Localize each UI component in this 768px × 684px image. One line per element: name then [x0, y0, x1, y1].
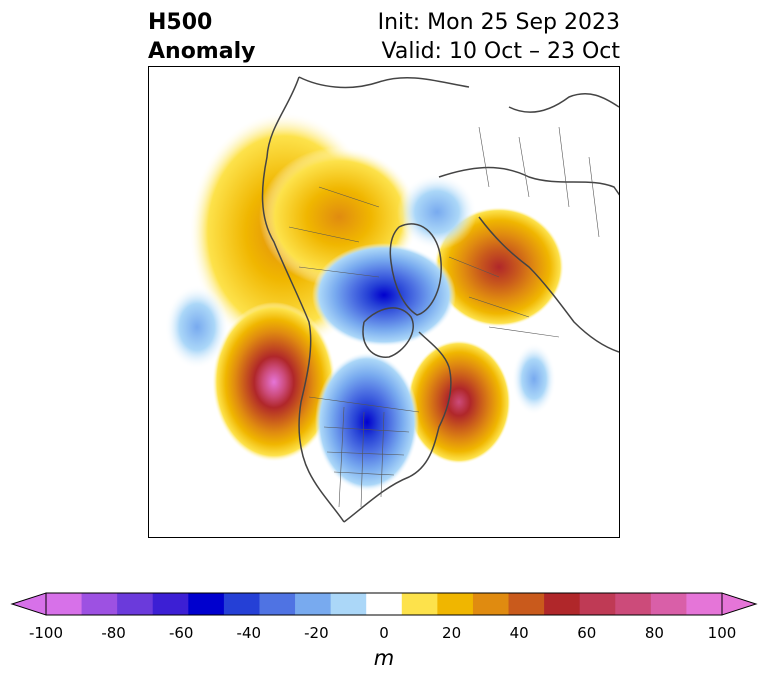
- colorbar-tick-label: 20: [442, 624, 462, 642]
- negative-anomaly-central-us: [315, 352, 419, 492]
- positive-anomaly-northeast-us: [407, 340, 511, 464]
- colorbar-swatch: [81, 593, 118, 615]
- colorbar-ticks: -100 -80 -60 -40 -20 0 20 40 60 80 100: [0, 624, 768, 644]
- chart-title-block: H500 Anomaly: [148, 8, 255, 66]
- eurasia-north-coast: [438, 166, 619, 196]
- colorbar: [0, 580, 768, 620]
- colorbar-swatch: [615, 593, 652, 615]
- colorbar-swatch: [401, 593, 438, 615]
- colorbar-swatch: [686, 593, 723, 615]
- negative-anomaly-pacific: [165, 285, 229, 369]
- eurasia-coast: [478, 216, 619, 353]
- colorbar-tick-label: -20: [304, 624, 329, 642]
- greenland-coast: [389, 223, 442, 316]
- colorbar-swatch: [508, 593, 545, 615]
- west-coast: [261, 76, 345, 523]
- colorbar-tick-label: 80: [644, 624, 664, 642]
- colorbar-swatch: [544, 593, 581, 615]
- date-block: Init: Mon 25 Sep 2023 Valid: 10 Oct – 23…: [378, 8, 620, 66]
- europe-boundaries: [448, 256, 560, 338]
- colorbar-swatch: [259, 593, 296, 615]
- colorbar-tick-label: 100: [707, 624, 737, 642]
- colorbar-swatch: [330, 593, 367, 615]
- hudson-bay: [362, 307, 414, 358]
- colorbar-tick-label: 60: [577, 624, 597, 642]
- anomaly-map: [148, 66, 620, 538]
- colorbar-tick-label: -100: [28, 624, 64, 642]
- init-date: Init: Mon 25 Sep 2023: [377, 10, 620, 35]
- colorbar-swatch: [437, 593, 474, 615]
- colorbar-tick-label: -80: [101, 624, 126, 642]
- colorbar-tick-label: -40: [236, 624, 262, 642]
- anomaly-shading: [165, 112, 564, 492]
- colorbar-extend-high: [721, 592, 758, 616]
- us-canada-border: [308, 396, 420, 413]
- anomaly-map-svg: [165, 76, 619, 523]
- field-title: H500: [148, 10, 213, 35]
- colorbar-svg: [10, 592, 758, 616]
- product-title: Anomaly: [148, 39, 256, 64]
- positive-anomaly-north-pacific: [212, 302, 336, 462]
- negative-anomaly-scandinavia: [397, 174, 477, 250]
- colorbar-swatch: [152, 593, 189, 615]
- state-boundaries-horizontal: [323, 426, 410, 476]
- colorbar-extend-low: [10, 592, 47, 616]
- province-boundaries: [288, 186, 380, 278]
- colorbar-swatch: [366, 593, 403, 615]
- negative-anomaly-arctic: [312, 243, 456, 347]
- colorbar-unit: m: [373, 646, 395, 670]
- colorbar-swatch: [650, 593, 687, 615]
- political-boundaries: [288, 126, 600, 508]
- colorbar-swatch: [295, 593, 332, 615]
- negative-anomaly-atlantic: [512, 343, 556, 415]
- colorbar-swatch: [46, 593, 83, 615]
- asia-coast: [508, 93, 619, 113]
- state-boundaries-vertical: [338, 406, 385, 508]
- colorbar-swatch: [472, 593, 510, 615]
- valid-range: Valid: 10 Oct – 23 Oct: [381, 39, 620, 64]
- arctic-coast-north: [298, 76, 470, 89]
- colorbar-tick-label: 0: [379, 624, 389, 642]
- colorbar-swatch: [117, 593, 154, 615]
- colorbar-swatch: [579, 593, 616, 615]
- coastlines: [261, 76, 619, 523]
- colorbar-border: [45, 592, 723, 616]
- colorbar-swatch: [188, 593, 225, 615]
- colorbar-tick-label: -60: [168, 624, 194, 642]
- colorbar-tick-label: 40: [509, 624, 529, 642]
- east-coast: [343, 331, 452, 523]
- colorbar-swatch: [223, 593, 260, 615]
- eurasia-boundaries: [478, 126, 600, 238]
